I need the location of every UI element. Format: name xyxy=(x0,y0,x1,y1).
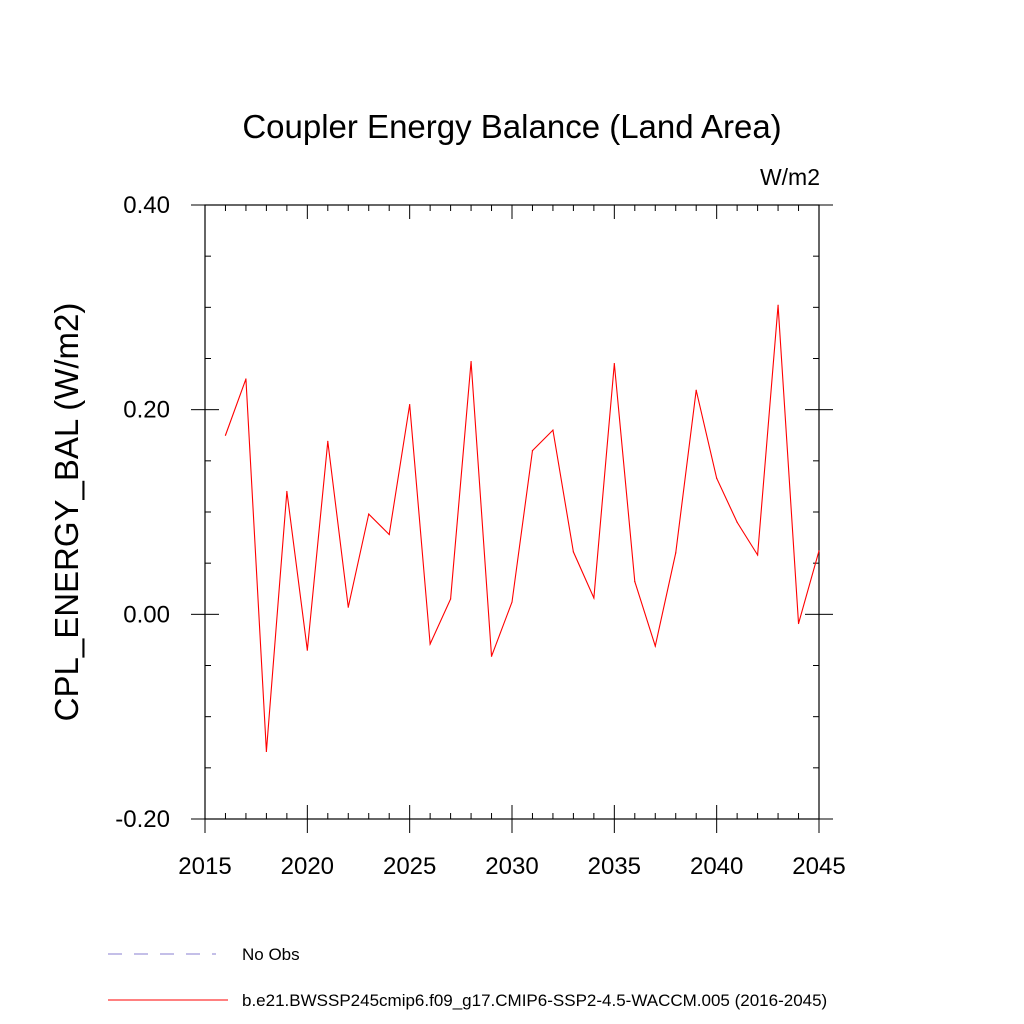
legend-label: No Obs xyxy=(242,945,300,964)
x-tick-label: 2040 xyxy=(690,853,743,880)
data-point xyxy=(818,550,820,552)
data-point xyxy=(695,389,697,391)
data-point xyxy=(245,378,247,380)
data-point xyxy=(490,655,493,657)
y-axis-label: CPL_ENERGY_BAL (W/m2) xyxy=(48,303,85,722)
axis-tick-labels: 2015 2020 2025 2030 2035 2040 2045 -0.20 0.00 0.2… xyxy=(115,192,845,880)
y-tick-label: 0.20 xyxy=(123,397,170,424)
data-point xyxy=(552,429,554,431)
data-point xyxy=(757,554,759,556)
legend-label: b.e21.BWSSP245cmip6.f09_g17.CMIP6-SSP2-4… xyxy=(242,991,827,1010)
data-point xyxy=(777,304,779,306)
y-tick-label: -0.20 xyxy=(115,806,170,833)
legend: No Obs b.e21.BWSSP245cmip6.f09_g17.CMIP6-… xyxy=(108,945,827,1010)
data-point xyxy=(531,450,534,452)
data-point xyxy=(470,360,472,363)
data-point xyxy=(388,533,390,536)
chart-title: Coupler Energy Balance (Land Area) xyxy=(242,108,781,145)
axis-ticks xyxy=(191,204,833,833)
x-tick-label: 2030 xyxy=(485,853,538,880)
x-tick-label: 2015 xyxy=(178,853,231,880)
data-point xyxy=(593,597,595,599)
data-point xyxy=(224,434,227,436)
units-label: W/m2 xyxy=(760,164,820,190)
data-point xyxy=(347,606,349,608)
data-point xyxy=(306,649,308,651)
data-point xyxy=(429,643,431,645)
data-point xyxy=(286,490,288,493)
x-tick-label: 2045 xyxy=(792,853,845,880)
x-tick-label: 2025 xyxy=(383,853,436,880)
data-point xyxy=(511,601,513,603)
series-line xyxy=(224,305,820,752)
x-tick-label: 2035 xyxy=(588,853,641,880)
plot-frame xyxy=(204,204,820,820)
data-point xyxy=(327,440,329,442)
x-tick-label: 2020 xyxy=(281,853,334,880)
data-point xyxy=(572,551,575,553)
series-group xyxy=(224,304,820,753)
data-point xyxy=(613,363,615,365)
data-point xyxy=(265,750,267,753)
data-point xyxy=(634,580,636,583)
data-point xyxy=(409,403,411,406)
y-tick-label: 0.00 xyxy=(123,601,170,628)
y-tick-label: 0.40 xyxy=(123,192,170,219)
data-point xyxy=(675,552,677,554)
data-point xyxy=(736,521,738,523)
data-point xyxy=(797,622,800,625)
data-point xyxy=(654,645,656,647)
data-point xyxy=(368,513,370,515)
data-point xyxy=(450,598,452,600)
data-point xyxy=(716,477,718,479)
